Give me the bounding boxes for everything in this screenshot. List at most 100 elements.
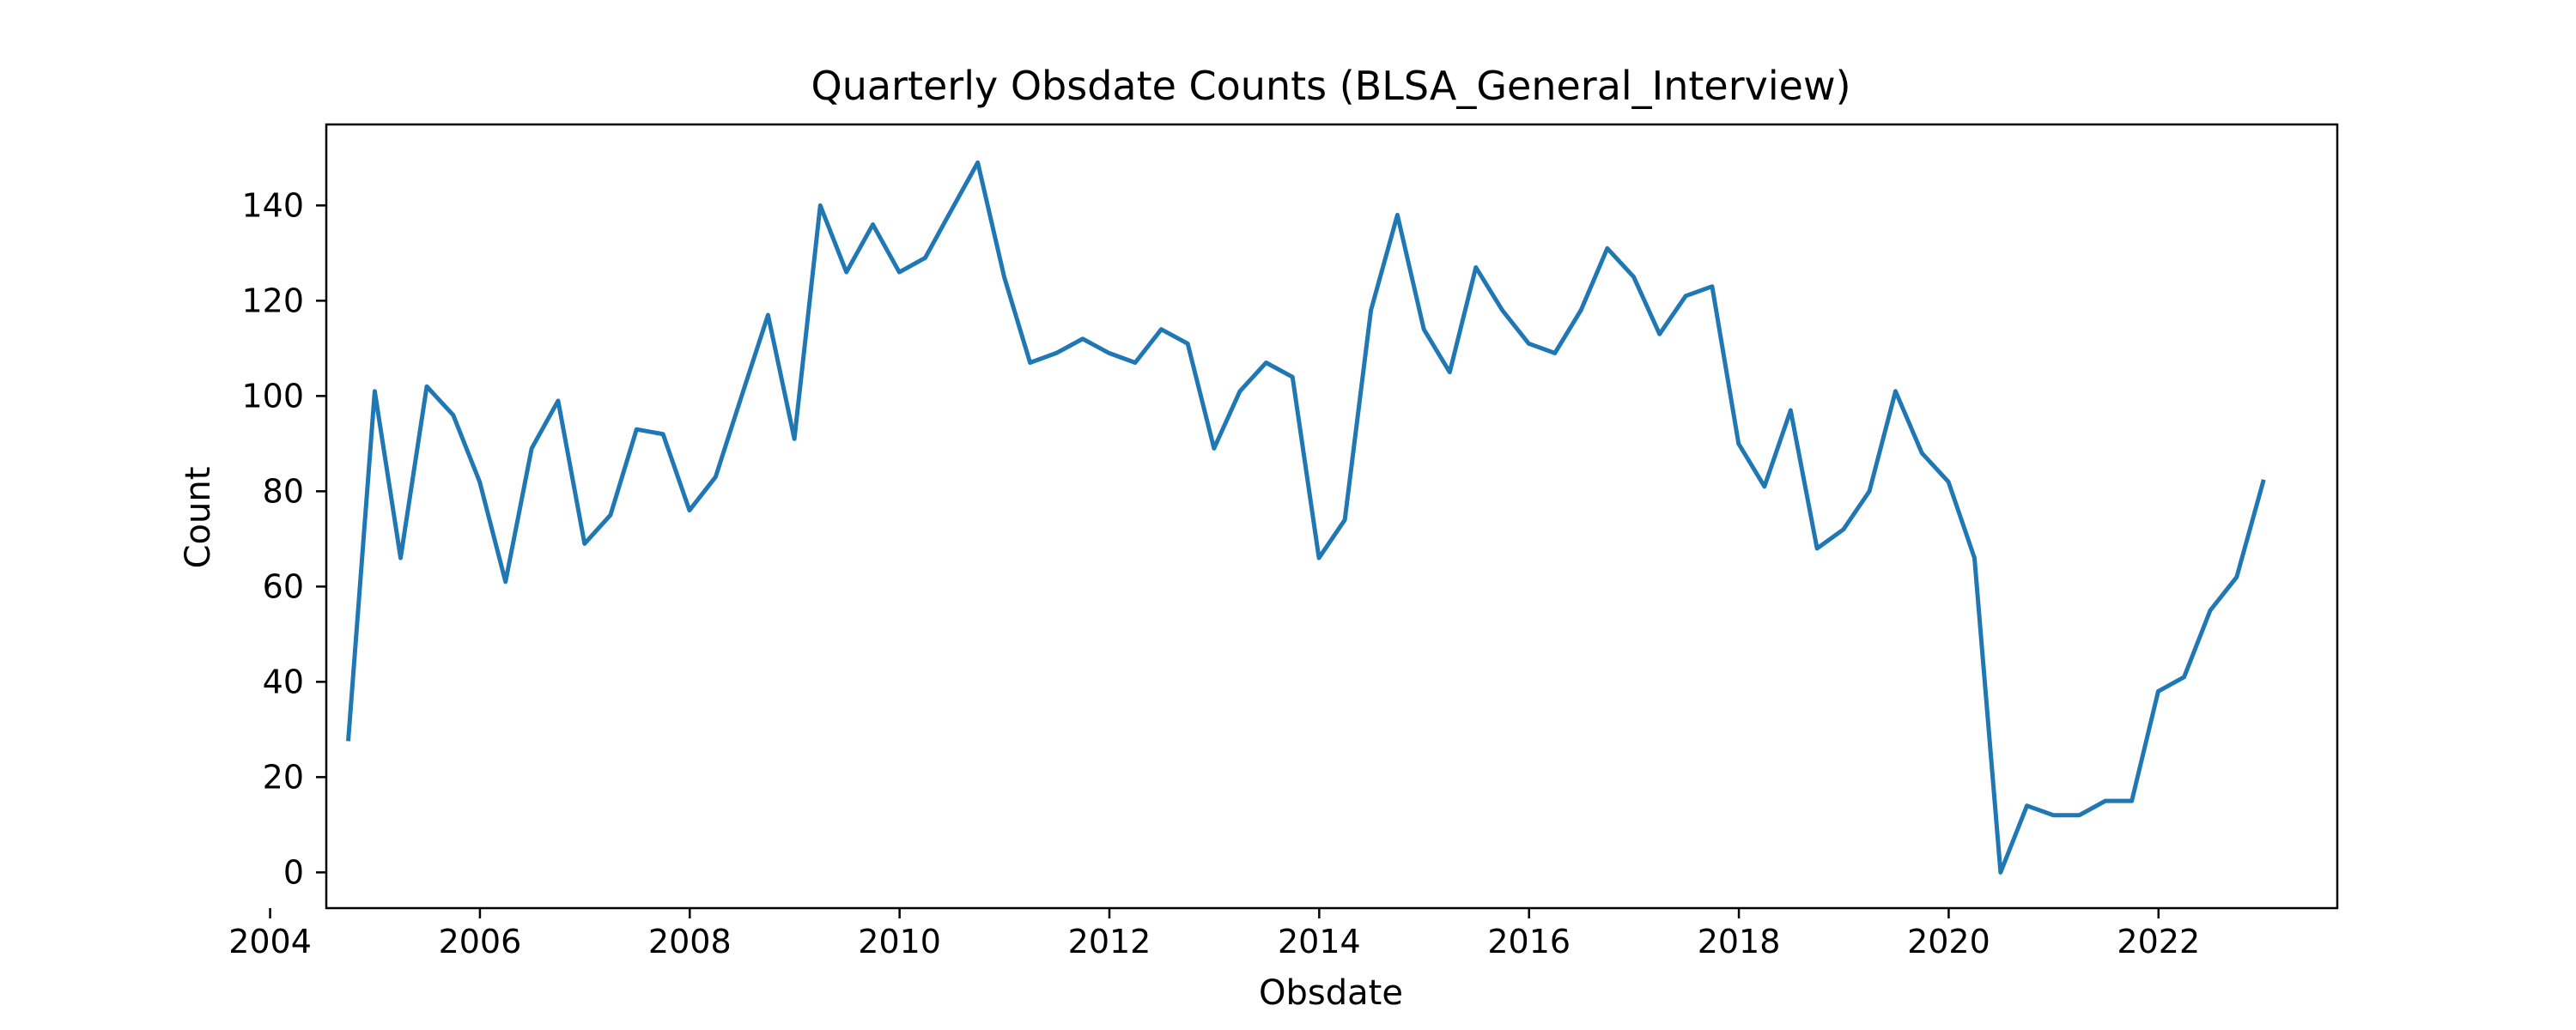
data-point: [1028, 360, 1032, 365]
data-point: [1186, 342, 1190, 346]
y-axis: 0 20 40 60 80 100 120 140: [241, 186, 326, 891]
data-point: [1868, 489, 1872, 494]
x-tick-label: 2016: [1487, 923, 1571, 960]
data-point: [556, 398, 560, 403]
data-point: [1212, 446, 1216, 451]
y-tick-label: 120: [241, 282, 304, 319]
data-point: [608, 513, 612, 518]
data-point: [503, 579, 507, 584]
data-point: [1841, 527, 1845, 531]
x-tick-label: 2004: [228, 923, 312, 960]
data-point: [1369, 308, 1373, 312]
data-point: [766, 313, 770, 318]
x-tick-label: 2010: [858, 923, 941, 960]
data-point: [1159, 327, 1163, 331]
data-point: [346, 736, 350, 741]
plot-area: [325, 123, 2339, 910]
data-point: [477, 480, 482, 484]
data-point: [1631, 275, 1636, 279]
data-point: [1264, 360, 1268, 365]
y-axis-title: Count: [179, 467, 218, 569]
data-point: [1552, 351, 1557, 355]
data-point: [1107, 351, 1111, 355]
data-point: [2234, 575, 2239, 579]
data-point: [1054, 351, 1059, 355]
data-point: [1893, 389, 1898, 393]
data-point: [2077, 813, 2081, 817]
data-point: [1684, 294, 1688, 298]
y-tick-label: 100: [241, 377, 304, 415]
data-point: [1473, 265, 1478, 270]
data-point: [2051, 813, 2056, 817]
x-tick-label: 2018: [1698, 923, 1781, 960]
x-tick-label: 2012: [1068, 923, 1151, 960]
x-axis-title: Obsdate: [1259, 973, 1403, 1013]
data-point: [2025, 803, 2029, 808]
chart-title: Quarterly Obsdate Counts (BLSA_General_I…: [811, 63, 1850, 109]
data-point: [793, 437, 797, 441]
data-point: [1579, 308, 1583, 312]
y-tick-label: 80: [263, 472, 304, 510]
data-point: [635, 427, 639, 432]
data-point: [2261, 480, 2265, 484]
x-tick-label: 2020: [1907, 923, 1990, 960]
data-point: [1762, 484, 1766, 488]
data-point: [2182, 675, 2186, 679]
data-point: [1657, 332, 1662, 336]
data-point: [975, 161, 980, 165]
data-point: [1395, 213, 1400, 217]
y-tick-label: 40: [263, 663, 304, 700]
data-point: [530, 446, 534, 451]
data-point: [897, 270, 902, 275]
data-point: [398, 556, 403, 560]
data-point: [687, 508, 691, 512]
data-point: [818, 203, 823, 208]
data-point: [1527, 342, 1531, 346]
x-axis: 2004 2006 2008 2010 2012 2014 2016 2018 2020 2022: [228, 908, 2200, 960]
data-point: [1422, 327, 1426, 331]
data-point: [871, 222, 875, 227]
data-point: [844, 270, 848, 275]
plot-frame: [325, 123, 2339, 910]
data-point: [2103, 799, 2107, 803]
y-tick-label: 140: [241, 186, 304, 224]
data-point: [1343, 518, 1347, 522]
x-tick-label: 2006: [439, 923, 522, 960]
data-point: [1947, 480, 1951, 484]
data-point: [923, 256, 927, 260]
data-point: [582, 542, 586, 546]
data-point: [1080, 336, 1084, 341]
data-point: [1815, 546, 1820, 550]
data-point: [1710, 284, 1714, 288]
series-line: [346, 160, 2266, 875]
data-point: [739, 394, 744, 398]
data-point: [1920, 451, 1924, 455]
data-point: [1448, 370, 1452, 374]
data-point: [949, 208, 953, 212]
x-tick-label: 2008: [648, 923, 732, 960]
data-point: [1736, 441, 1741, 445]
data-point: [714, 475, 718, 479]
data-point: [373, 389, 377, 393]
data-point: [1291, 375, 1295, 379]
data-point: [1317, 556, 1321, 560]
data-point: [425, 385, 428, 389]
data-point: [1500, 308, 1504, 312]
x-tick-label: 2022: [2117, 923, 2200, 960]
data-point: [2129, 799, 2134, 803]
data-point: [661, 432, 665, 436]
data-point: [1605, 246, 1609, 251]
data-point: [1789, 409, 1793, 413]
y-tick-label: 60: [263, 567, 304, 605]
data-point: [1972, 556, 1977, 560]
data-point: [451, 413, 455, 417]
data-point: [2156, 689, 2160, 694]
data-point: [1237, 389, 1242, 393]
y-tick-label: 0: [283, 853, 304, 891]
x-tick-label: 2014: [1278, 923, 1361, 960]
data-point: [2208, 609, 2213, 613]
data-point: [1133, 360, 1138, 365]
data-point: [1998, 870, 2002, 875]
